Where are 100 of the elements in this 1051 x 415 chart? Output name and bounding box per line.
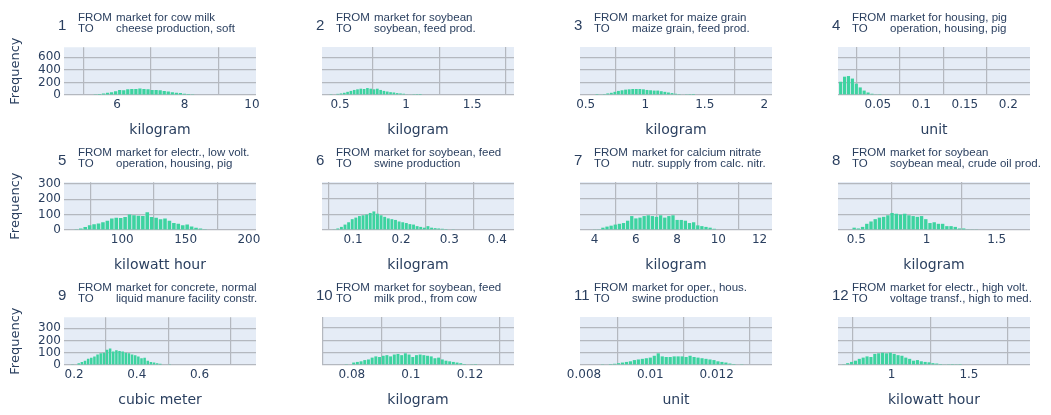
x-axis-title: kilogram	[129, 121, 191, 138]
x-tick-label: 0.2	[64, 367, 84, 382]
text: nutr. supply from calc. nitr.	[632, 157, 766, 169]
x-tick-label: 2	[760, 97, 769, 112]
y-tick-label: 0	[53, 357, 61, 372]
x-tick-label: 0.2	[391, 232, 411, 247]
x-tick-label: 200	[237, 232, 261, 247]
text: FROM	[594, 281, 629, 293]
x-tick-label: 150	[174, 232, 198, 247]
chart-title: 12	[832, 285, 850, 304]
text: TO	[852, 292, 869, 304]
x-tick-label: 6	[632, 232, 640, 247]
y-tick-label: 600	[38, 49, 61, 64]
text: voltage transf., high to med.	[890, 292, 1032, 304]
y-tick-label: 200	[38, 191, 61, 206]
chart-title: 11	[574, 285, 591, 304]
x-axis-title: kilogram	[645, 256, 707, 273]
x-tick-label: 12	[751, 232, 768, 247]
chart-title: 8	[832, 150, 842, 169]
x-tick-label: 1.5	[959, 367, 979, 382]
x-tick-label: 0.15	[951, 97, 979, 112]
x-tick-label: 0.008	[566, 367, 602, 382]
x-axis-title: kilogram	[387, 256, 449, 273]
text: market for housing, pig	[890, 11, 1007, 23]
x-tick-label: 8	[180, 97, 189, 112]
x-tick-label: 0.1	[401, 367, 421, 382]
text: operation, housing, pig	[890, 22, 1007, 34]
x-tick-label: 1.5	[987, 232, 1007, 247]
x-tick-label: 0.6	[189, 367, 210, 382]
text: market for electr., high volt.	[890, 281, 1030, 293]
text: market for soybean, feed	[374, 281, 502, 293]
x-tick-label: 1	[887, 367, 896, 382]
x-axis-title: cubic meter	[118, 391, 203, 408]
text: cheese production, soft	[116, 22, 235, 34]
x-tick-label: 0.1	[343, 232, 363, 247]
chart-title: 7	[574, 150, 584, 169]
x-tick-label: 0.2	[998, 97, 1018, 112]
x-tick-label: 100	[110, 232, 134, 247]
chart-title: 2	[316, 15, 326, 34]
y-tick-label: 300	[38, 320, 61, 335]
text: TO	[336, 157, 353, 169]
x-tick-label: 1.5	[462, 97, 482, 112]
text: milk prod., from cow	[374, 292, 478, 304]
chart-title: 10	[316, 285, 334, 304]
text: TO	[336, 292, 353, 304]
text: swine production	[632, 292, 720, 304]
x-axis-title: unit	[662, 391, 691, 408]
y-axis-title: Frequency	[7, 172, 23, 240]
text: market for electr., low volt.	[116, 146, 250, 158]
text: TO	[78, 157, 95, 169]
x-tick-label: 0.4	[487, 232, 507, 247]
text: FROM	[594, 11, 629, 23]
y-tick-label: 0	[53, 87, 61, 102]
x-tick-label: 0.4	[127, 367, 147, 382]
x-tick-label: 1	[402, 97, 410, 112]
x-axis-title: kilogram	[903, 256, 965, 273]
text: market for soybean, feed	[374, 146, 502, 158]
x-axis-title: kilogram	[645, 121, 707, 138]
x-axis-title: kilogram	[387, 391, 449, 408]
text: market for maize grain	[632, 11, 748, 23]
x-tick-label: 0.5	[576, 97, 596, 112]
x-tick-label: 0.5	[330, 97, 350, 112]
chart-title: 9	[58, 285, 68, 304]
text: FROM	[336, 146, 371, 158]
text: market for soybean	[374, 11, 474, 23]
text: FROM	[336, 11, 371, 23]
y-axis-title: Frequency	[7, 307, 23, 375]
x-tick-label: 0.05	[864, 97, 892, 112]
x-axis-title: kilowatt hour	[114, 256, 207, 273]
y-tick-label: 200	[38, 332, 61, 347]
x-tick-label: 0.012	[699, 367, 734, 382]
x-tick-label: 1	[922, 232, 931, 247]
x-axis-title: kilowatt hour	[888, 391, 981, 408]
x-tick-label: 6	[113, 97, 121, 112]
text: TO	[78, 292, 95, 304]
text: TO	[336, 22, 353, 34]
text: TO	[594, 157, 611, 169]
text: maize grain, feed prod.	[632, 22, 750, 34]
text: FROM	[78, 11, 113, 23]
x-axis-title: kilogram	[387, 121, 449, 138]
text: market for soybean	[890, 146, 990, 158]
text: FROM	[336, 281, 371, 293]
chart-title: 3	[574, 15, 584, 34]
text: FROM	[78, 146, 113, 158]
text: FROM	[78, 281, 113, 293]
x-tick-label: 0.08	[338, 367, 366, 382]
text: FROM	[594, 146, 629, 158]
text: FROM	[852, 281, 887, 293]
x-tick-label: 0.1	[911, 97, 931, 112]
text: TO	[594, 22, 611, 34]
x-tick-label: 10	[244, 97, 260, 112]
text: market for concrete, normal	[116, 281, 258, 293]
text: swine production	[374, 157, 461, 169]
text: liquid manure facility constr.	[116, 292, 258, 304]
text: market for oper., hous.	[632, 281, 748, 293]
y-tick-label: 200	[38, 74, 61, 89]
text: market for calcium nitrate	[632, 146, 763, 158]
text: TO	[594, 292, 611, 304]
x-tick-label: 10	[710, 232, 727, 247]
x-tick-label: 0.01	[636, 367, 664, 382]
